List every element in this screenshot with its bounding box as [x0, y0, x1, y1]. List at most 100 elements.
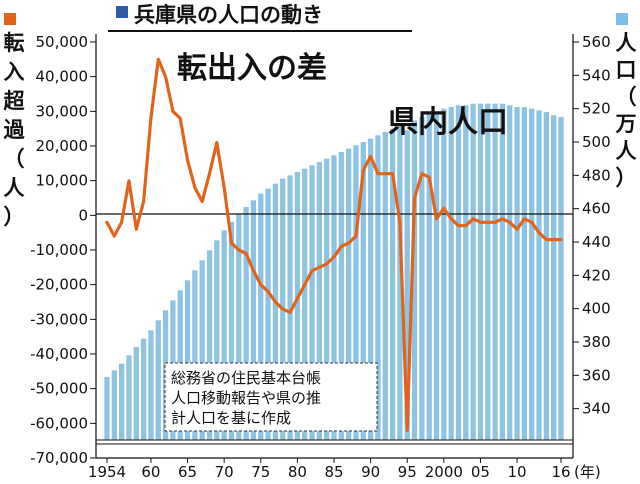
right-tick-label: 520: [582, 100, 611, 118]
population-bar: [214, 240, 220, 440]
population-bar: [316, 162, 322, 440]
right-tick-label: 360: [582, 366, 611, 384]
population-bar: [433, 112, 440, 440]
population-bar: [455, 105, 462, 440]
population-bar: [463, 105, 469, 440]
left-axis-marker-icon: [4, 13, 16, 25]
x-tick-label: 70: [215, 463, 234, 481]
population-bar: [404, 130, 410, 440]
population-bar: [426, 113, 432, 441]
right-tick-label: 560: [582, 33, 611, 51]
population-bar: [250, 200, 257, 440]
population-bar: [397, 125, 403, 440]
population-bar: [367, 138, 374, 441]
right-tick-label: 380: [582, 333, 611, 351]
left-axis-ticks: 50,000 40,000 30,000 20,000 10,000 0 -10,000 -2…: [30, 33, 96, 467]
x-tick-label: 90: [361, 463, 380, 481]
population-bar: [221, 230, 227, 440]
population-bar: [382, 132, 388, 440]
population-bar: [309, 165, 315, 440]
population-bar: [551, 115, 557, 440]
population-bar: [199, 260, 205, 440]
population-bar: [543, 112, 549, 440]
left-tick-label: -70,000: [30, 449, 88, 467]
population-bar: [521, 107, 528, 440]
x-tick-label: 60: [141, 463, 160, 481]
population-bar: [514, 107, 520, 440]
right-tick-label: 460: [582, 200, 611, 218]
population-bar: [507, 105, 513, 440]
chart-title: 兵庫県の人口の動き: [134, 3, 323, 27]
population-bar: [119, 363, 125, 440]
left-tick-label: 20,000: [36, 137, 89, 155]
population-bar: [375, 135, 381, 440]
source-note-line: 計人口を基に作成: [171, 409, 291, 427]
population-bar: [360, 142, 366, 440]
x-tick-label: 10: [508, 463, 527, 481]
population-bar: [243, 207, 249, 440]
population-bar: [272, 183, 279, 441]
population-bar: [111, 370, 117, 440]
population-bar: [411, 120, 418, 440]
x-tick-label: 75: [251, 463, 270, 481]
population-bar: [353, 145, 359, 440]
source-note-line: 人口移動報告や県の推: [171, 389, 321, 407]
x-tick-label: 65: [178, 463, 197, 481]
population-bar: [324, 158, 330, 441]
net-migration-line: [105, 57, 563, 432]
source-note-line: 総務省の住民基本台帳: [171, 369, 321, 387]
population-bar: [485, 103, 491, 441]
population-bar: [331, 155, 337, 440]
left-axis-label: 転入超過（人）: [4, 31, 26, 229]
population-bar: [558, 117, 564, 440]
population-bar: [302, 168, 308, 441]
x-tick-label: 05: [471, 463, 490, 481]
population-bar: [126, 355, 132, 440]
population-bar: [389, 128, 396, 441]
population-bar: [477, 103, 484, 441]
population-bar: [448, 107, 454, 440]
x-axis-ticks: 1954 60 65 70 75 80 85 90 95 2000 05 10 16: [88, 458, 571, 481]
population-bar: [192, 270, 198, 440]
left-tick-label: -60,000: [30, 414, 88, 432]
x-tick-label: 1954: [88, 463, 126, 481]
right-tick-label: 400: [582, 300, 611, 318]
x-tick-label: 85: [324, 463, 343, 481]
population-bar: [346, 148, 352, 441]
population-bar: [470, 103, 476, 441]
x-axis-unit: (年): [574, 463, 601, 481]
population-bar: [258, 193, 264, 440]
left-tick-label: 30,000: [36, 102, 89, 120]
population-bar: [104, 377, 110, 440]
left-tick-label: -40,000: [30, 345, 88, 363]
population-bar: [265, 188, 271, 440]
right-tick-label: 500: [582, 133, 611, 151]
population-bar: [148, 330, 154, 440]
population-bar: [133, 347, 139, 440]
title-marker-icon: [116, 6, 128, 18]
population-bar: [419, 117, 425, 440]
population-bar: [206, 250, 213, 440]
net-migration-label: 転出入の差: [177, 51, 327, 86]
population-bar: [228, 222, 235, 440]
x-tick-label: 80: [288, 463, 307, 481]
left-tick-label: -20,000: [30, 276, 88, 294]
population-label: 県内人口: [388, 105, 508, 140]
right-axis-ticks: 560 540 520 500 480 460 440 420 400 380 360 340: [573, 33, 611, 418]
right-tick-label: 540: [582, 66, 611, 84]
right-tick-label: 340: [582, 400, 611, 418]
x-tick-label: 95: [398, 463, 417, 481]
population-bar: [338, 152, 344, 440]
left-tick-label: -10,000: [30, 241, 88, 259]
population-bar: [492, 103, 498, 441]
population-bar: [287, 175, 293, 440]
right-axis-marker-icon: [616, 13, 628, 25]
population-bar: [184, 280, 191, 440]
population-bar: [499, 103, 506, 441]
right-tick-label: 440: [582, 233, 611, 251]
x-tick-label: 16: [551, 463, 570, 481]
right-tick-label: 480: [582, 166, 611, 184]
right-tick-label: 420: [582, 266, 611, 284]
